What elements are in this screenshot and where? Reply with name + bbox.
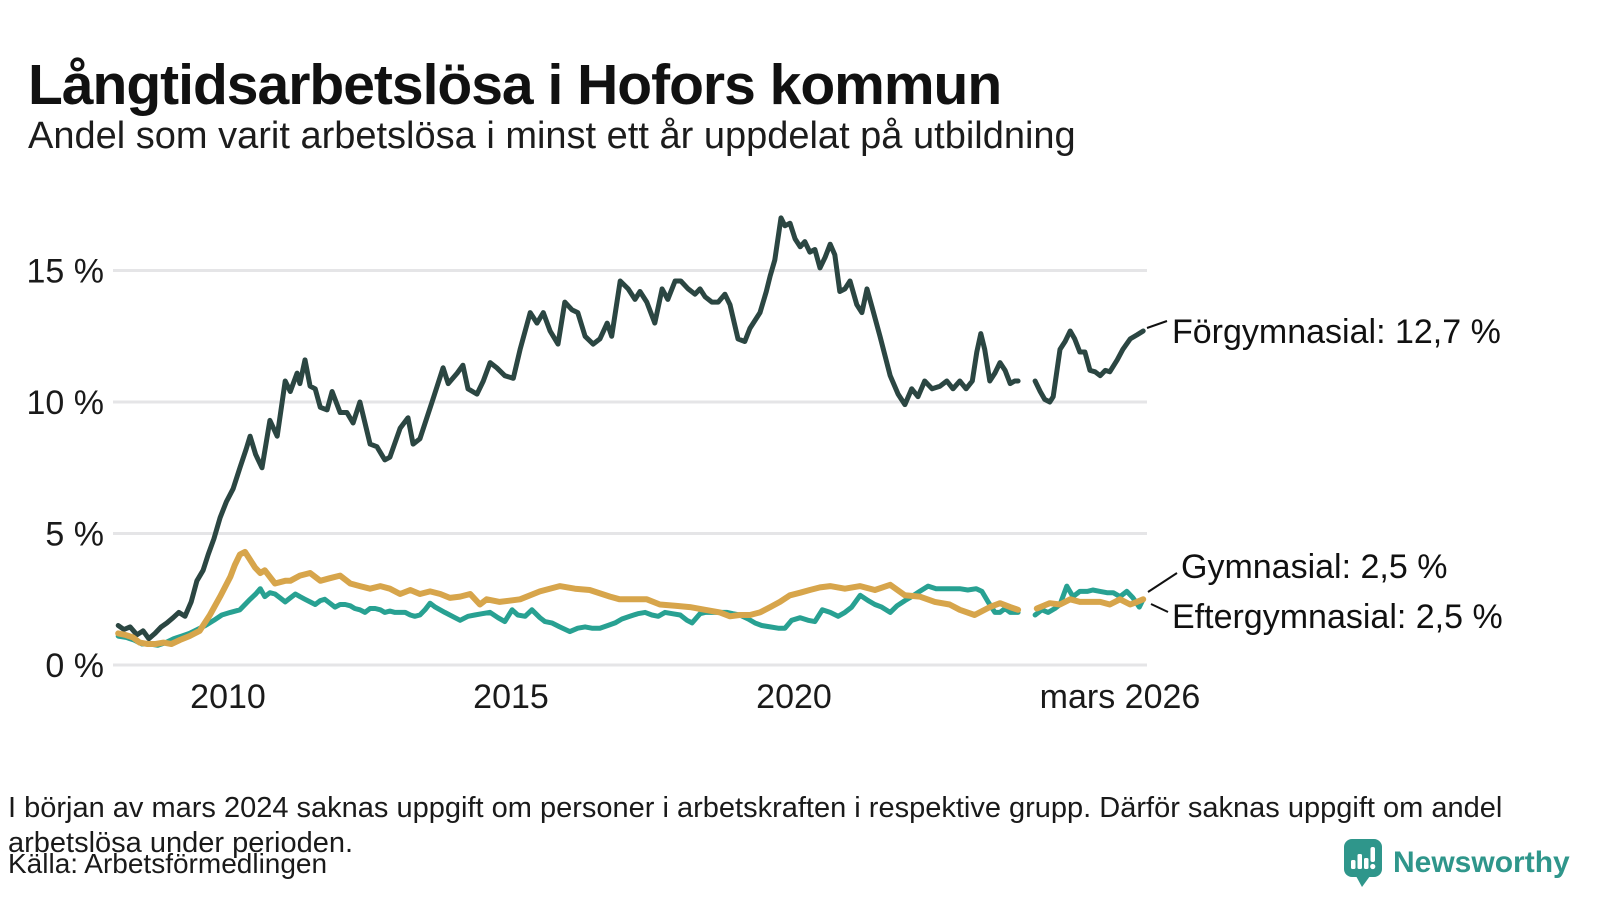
series-line-gymnasial xyxy=(1033,596,1147,612)
series-line-gymnasial xyxy=(115,548,1022,647)
x-tick-label: mars 2026 xyxy=(1040,678,1201,716)
newsworthy-logo: Newsworthy xyxy=(1343,838,1570,888)
page-title: Långtidsarbetslösa i Hofors kommun xyxy=(28,53,1002,118)
y-tick-label: 15 % xyxy=(27,253,105,291)
series-line-eftergymnasial xyxy=(1032,583,1146,618)
x-tick-label: 2010 xyxy=(190,678,266,716)
label-connector xyxy=(1150,603,1169,613)
series-line-forgymnasial xyxy=(1032,328,1146,405)
y-tick-label: 5 % xyxy=(45,516,104,554)
y-tick-label: 0 % xyxy=(45,647,104,685)
series-line-forgymnasial xyxy=(115,215,1021,642)
x-tick-label: 2015 xyxy=(473,678,549,716)
label-connector xyxy=(1147,572,1178,593)
label-connector xyxy=(1146,320,1168,329)
series-line-eftergymnasial xyxy=(115,583,1021,648)
series-end-label-gymnasial: Gymnasial: 2,5 % xyxy=(1181,548,1447,586)
source-label: Källa: Arbetsförmedlingen xyxy=(8,848,328,879)
chart-subtitle: Andel som varit arbetslösa i minst ett å… xyxy=(28,115,1076,157)
series-end-label-eftergymnasial: Eftergymnasial: 2,5 % xyxy=(1172,598,1503,636)
footnote-text: I början av mars 2024 saknas uppgift om … xyxy=(8,792,1503,860)
newsworthy-logo-icon xyxy=(1344,839,1382,887)
series-end-label-forgymnasial: Förgymnasial: 12,7 % xyxy=(1172,313,1501,351)
newsworthy-logo-text: Newsworthy xyxy=(1393,846,1570,879)
y-tick-label: 10 % xyxy=(27,384,105,422)
x-tick-label: 2020 xyxy=(756,678,832,716)
